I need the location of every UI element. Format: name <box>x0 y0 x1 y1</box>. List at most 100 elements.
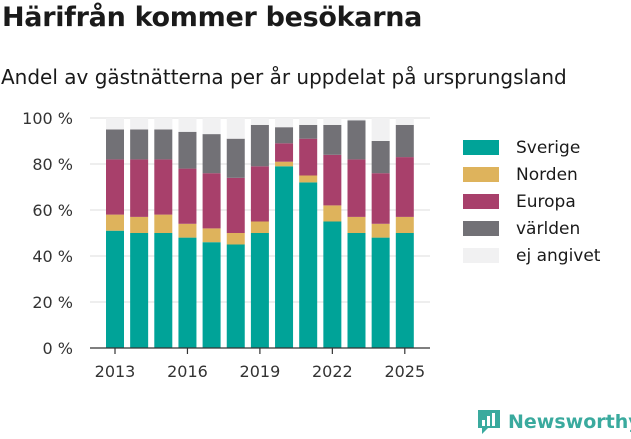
bar-segment <box>275 143 294 162</box>
bar-segment <box>226 177 245 233</box>
brand-logo: Newsworthy <box>476 408 631 436</box>
bar-segment <box>299 182 318 348</box>
bar-segment <box>323 118 342 125</box>
bar-segment <box>299 124 318 139</box>
bar-segment <box>106 230 124 348</box>
legend-item-norden: Norden <box>463 161 600 188</box>
bar-segment <box>130 159 149 217</box>
x-axis: 2013 2016 2019 2022 2025 <box>90 347 430 381</box>
bar-segment <box>178 223 197 238</box>
bar-segment <box>202 134 221 174</box>
bar-segment <box>323 124 342 155</box>
bar-segment <box>347 120 366 160</box>
bar-segment <box>347 118 366 121</box>
legend-label: Sverige <box>516 137 581 158</box>
bar-segment <box>130 216 149 233</box>
bar-segment <box>178 168 197 224</box>
bar-segment <box>130 233 149 348</box>
bar-segment <box>395 233 414 348</box>
bar-segment <box>154 233 173 348</box>
bar-segment <box>299 138 318 176</box>
legend-label: världen <box>516 218 581 239</box>
bar-segment <box>154 214 173 233</box>
bar-segment <box>202 118 221 135</box>
x-tick-label: 2025 <box>384 362 425 381</box>
bar-segment <box>250 124 269 167</box>
bar-segment <box>323 205 342 222</box>
y-tick-label: 80 % <box>32 155 73 174</box>
y-axis: 0 % 20 % 40 % 60 % 80 % 100 % <box>22 109 73 358</box>
bar-segment <box>106 118 124 130</box>
chart-title: Härifrån kommer besökarna <box>2 2 423 33</box>
bar-segment <box>130 118 149 130</box>
bar-segment <box>395 118 414 125</box>
bar-segment <box>130 129 149 160</box>
bar-segment <box>347 233 366 348</box>
bar-segment <box>106 129 124 160</box>
x-tick-label: 2022 <box>312 362 353 381</box>
bar-segment <box>395 124 414 158</box>
x-tick-label: 2013 <box>95 362 136 381</box>
chart-subtitle: Andel av gästnätterna per år uppdelat på… <box>1 65 567 89</box>
bar-segment <box>371 173 390 224</box>
bar-segment <box>202 242 221 348</box>
legend-label: Norden <box>516 164 578 185</box>
legend-swatch <box>463 221 499 236</box>
y-tick-label: 100 % <box>22 109 73 128</box>
legend-item-europa: Europa <box>463 188 600 215</box>
bar-segment <box>226 233 245 245</box>
bar-segment <box>347 159 366 217</box>
bar-segment <box>154 129 173 160</box>
bar-segment <box>371 223 390 238</box>
bar-segment <box>323 154 342 206</box>
bar-segment <box>275 127 294 144</box>
legend-label: Europa <box>516 191 576 212</box>
bar-segment <box>106 159 124 215</box>
legend-swatch <box>463 194 499 209</box>
bar-segment <box>226 118 245 139</box>
bar-segment <box>371 118 390 141</box>
bar-segment <box>395 157 414 217</box>
bar-segment <box>202 228 221 243</box>
newsworthy-logo-icon <box>478 410 500 434</box>
bar-segment <box>275 161 294 167</box>
bar-segment <box>323 221 342 348</box>
legend: Sverige Norden Europa världen ej angivet <box>463 134 600 269</box>
bar-segment <box>250 221 269 233</box>
x-tick-label: 2019 <box>240 362 281 381</box>
bar-segment <box>250 233 269 348</box>
bar-segment <box>347 216 366 233</box>
bar-segment <box>299 118 318 125</box>
bar-segment <box>178 131 197 169</box>
bar-segment <box>371 141 390 174</box>
y-tick-label: 0 % <box>43 339 73 358</box>
bar-segment <box>154 118 173 130</box>
bar-segment <box>226 138 245 178</box>
y-tick-label: 40 % <box>32 247 73 266</box>
legend-item-ej-angivet: ej angivet <box>463 242 600 269</box>
bars <box>106 118 414 348</box>
bar-segment <box>178 118 197 132</box>
bar-segment <box>250 166 269 222</box>
legend-swatch <box>463 248 499 263</box>
bar-segment <box>250 118 269 125</box>
y-tick-label: 60 % <box>32 201 73 220</box>
bar-segment <box>275 118 294 128</box>
bar-segment <box>299 175 318 183</box>
y-tick-label: 20 % <box>32 293 73 312</box>
legend-swatch <box>463 140 499 155</box>
brand-name: Newsworthy <box>508 411 631 433</box>
bar-segment <box>154 159 173 215</box>
legend-item-varlden: världen <box>463 215 600 242</box>
bar-segment <box>371 237 390 348</box>
bar-segment <box>275 166 294 348</box>
legend-swatch <box>463 167 499 182</box>
legend-item-sverige: Sverige <box>463 134 600 161</box>
bar-segment <box>178 237 197 348</box>
bar-segment <box>226 244 245 348</box>
bar-segment <box>395 216 414 233</box>
x-tick-label: 2016 <box>167 362 208 381</box>
legend-label: ej angivet <box>516 245 601 266</box>
bar-segment <box>202 173 221 229</box>
